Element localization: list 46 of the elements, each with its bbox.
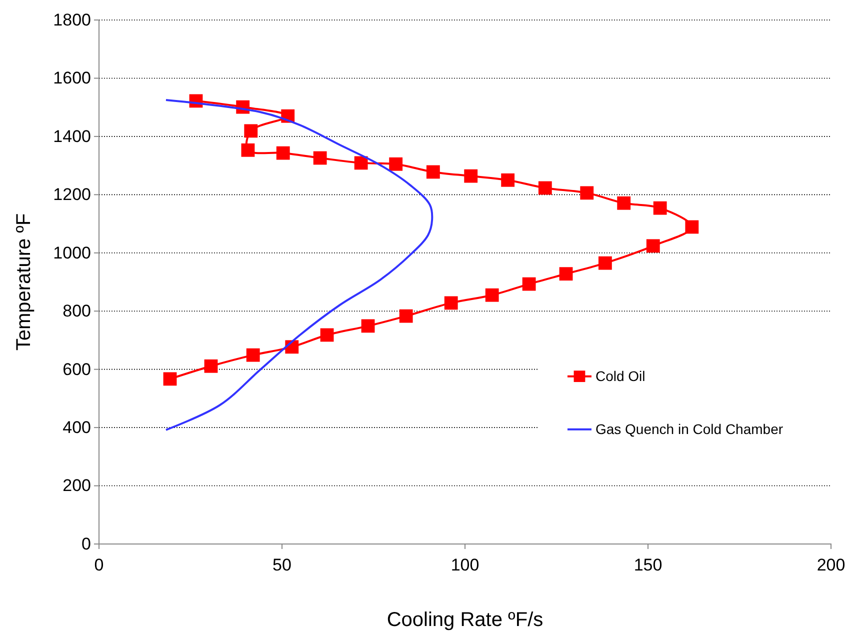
point — [246, 348, 260, 362]
x-tick-label: 150 — [634, 556, 662, 575]
point — [354, 156, 368, 170]
point — [426, 165, 440, 179]
point — [204, 359, 218, 373]
point — [464, 169, 478, 183]
point — [244, 124, 258, 138]
y-tick-label: 1000 — [53, 243, 91, 262]
y-axis-title: Temperature ºF — [13, 213, 35, 351]
point — [646, 239, 660, 253]
point — [163, 372, 177, 386]
point — [501, 173, 515, 187]
y-tick-label: 1600 — [53, 68, 91, 88]
point — [598, 256, 612, 270]
x-tick-label: 50 — [272, 556, 292, 575]
y-tick-label: 1800 — [53, 10, 91, 30]
legend-label: Cold Oil — [595, 368, 646, 384]
point — [538, 181, 552, 195]
x-tick-label: 200 — [816, 556, 846, 575]
y-tick-label: 1400 — [53, 126, 91, 146]
point — [399, 309, 413, 323]
point — [485, 288, 499, 302]
point — [653, 201, 667, 215]
legend-label: Gas Quench in Cold Chamber — [595, 421, 784, 438]
x-axis-title: Cooling Rate ºF/s — [386, 609, 544, 631]
y-tick-label: 800 — [62, 302, 91, 321]
point — [559, 267, 573, 281]
y-tick-label: 1200 — [53, 185, 91, 204]
point — [276, 146, 290, 160]
y-tick-label: 400 — [62, 418, 91, 437]
y-tick-label: 0 — [82, 534, 91, 554]
point — [617, 196, 631, 210]
y-tick-label: 600 — [62, 360, 91, 379]
point — [444, 296, 458, 310]
point — [389, 157, 403, 171]
x-tick-label: 0 — [94, 556, 104, 575]
point — [685, 220, 699, 234]
line-series — [164, 99, 434, 431]
x-tick-label: 100 — [450, 556, 480, 575]
point — [522, 277, 536, 291]
point — [320, 328, 334, 342]
point — [580, 186, 594, 200]
y-tick-label: 200 — [62, 476, 91, 496]
point — [241, 143, 255, 157]
point — [313, 151, 327, 165]
point — [361, 319, 375, 333]
